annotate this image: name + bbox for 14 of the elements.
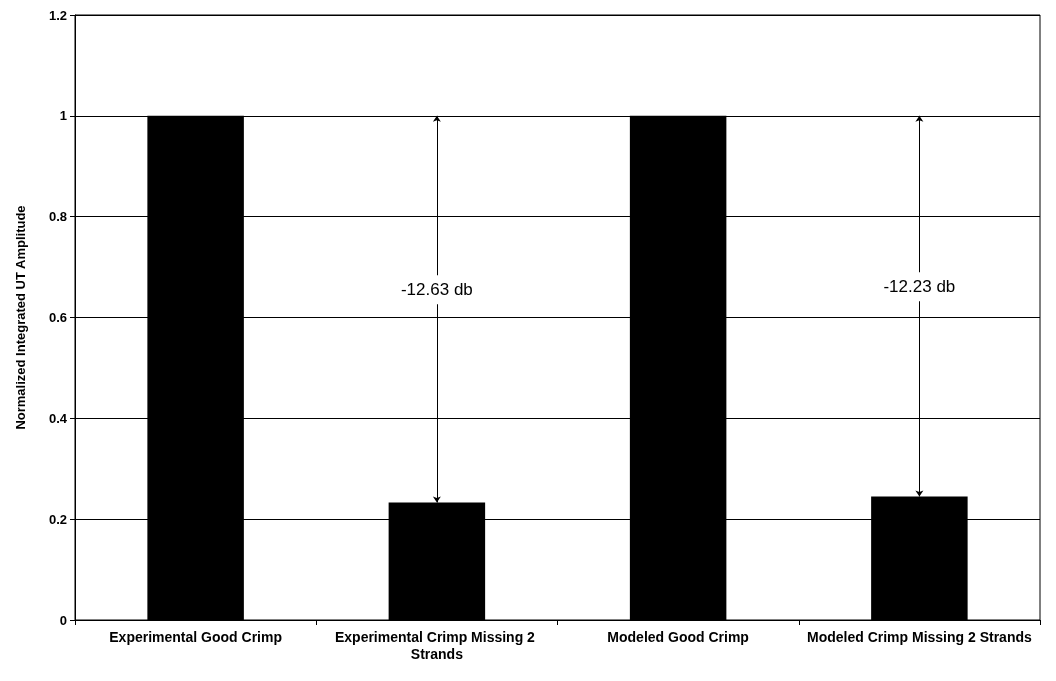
y-tick-label: 0.6 — [48, 310, 67, 325]
annotation: -12.23 db — [883, 277, 956, 297]
x-tick-label: Experimental Crimp Missing 2 Strands — [334, 628, 539, 662]
y-tick-label: 1.2 — [48, 7, 67, 23]
y-tick-label: 0.2 — [48, 511, 67, 527]
y-axis-title: Normalized Integrated UT Amplitude — [13, 205, 28, 430]
y-tick-label: 1 — [59, 108, 67, 124]
y-tick-label: 0.4 — [48, 410, 68, 426]
x-tick-label: Modeled Good Crimp — [607, 628, 749, 645]
annotation: -12.63 db — [400, 280, 473, 300]
x-tick-label: Modeled Crimp Missing 2 Strands — [806, 628, 1032, 645]
x-tick-label: Experimental Good Crimp — [109, 628, 282, 645]
y-tick-label: 0.8 — [48, 209, 67, 225]
y-tick-label: 0 — [59, 612, 67, 628]
